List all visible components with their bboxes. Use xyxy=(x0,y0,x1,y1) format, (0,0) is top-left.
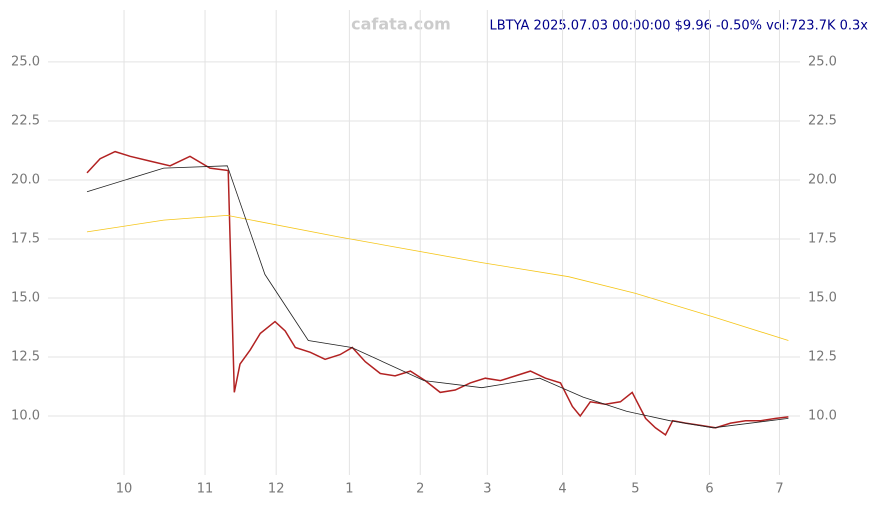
y-tick-label: 25.0 xyxy=(808,54,837,69)
x-tick-label: 11 xyxy=(197,482,214,497)
y-tick-label: 10.0 xyxy=(11,408,40,423)
price-line xyxy=(86,165,789,429)
x-tick-label: 7 xyxy=(775,482,783,497)
x-tick-label: 1 xyxy=(345,482,353,497)
y-tick-label: 12.5 xyxy=(11,349,40,364)
x-tick-label: 6 xyxy=(705,482,713,497)
y-tick-label: 17.5 xyxy=(11,231,40,246)
y-tick-label: 15.0 xyxy=(808,290,837,305)
chart-title: LBTYA 2025.07.03 00:00:00 $9.96 -0.50% v… xyxy=(490,19,869,34)
y-tick-label: 12.5 xyxy=(808,349,837,364)
y-tick-label: 22.5 xyxy=(808,113,837,128)
y-tick-label: 20.0 xyxy=(11,172,40,187)
y-tick-label: 15.0 xyxy=(11,290,40,305)
x-tick-label: 12 xyxy=(268,482,285,497)
y-tick-label: 10.0 xyxy=(808,408,837,423)
x-tick-label: 3 xyxy=(483,482,491,497)
x-tick-label: 4 xyxy=(558,482,566,497)
price-line xyxy=(86,214,789,341)
y-tick-label: 25.0 xyxy=(11,54,40,69)
y-tick-label: 20.0 xyxy=(808,172,837,187)
y-tick-label: 17.5 xyxy=(808,231,837,246)
x-tick-label: 2 xyxy=(416,482,424,497)
y-tick-label: 22.5 xyxy=(11,113,40,128)
watermark: cafata.com xyxy=(351,15,451,34)
x-tick-label: 10 xyxy=(116,482,133,497)
price-line xyxy=(86,150,789,437)
x-tick-label: 5 xyxy=(631,482,639,497)
